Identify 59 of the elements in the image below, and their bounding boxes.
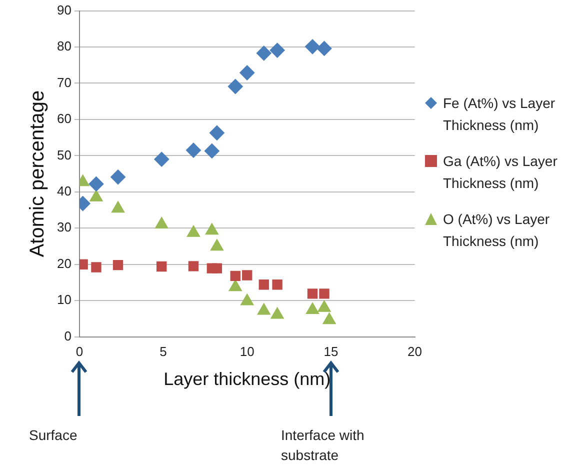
x-tick-label: 10 bbox=[240, 344, 254, 360]
y-tick-label: 60 bbox=[56, 111, 72, 126]
point bbox=[205, 223, 218, 235]
point bbox=[228, 280, 242, 292]
point bbox=[272, 280, 282, 290]
y-axis-title: Atomic percentage bbox=[26, 90, 49, 258]
point bbox=[319, 288, 330, 299]
point bbox=[212, 263, 222, 274]
point bbox=[186, 225, 200, 237]
x-tick-label: 15 bbox=[324, 344, 338, 360]
point bbox=[188, 261, 199, 272]
point bbox=[228, 79, 243, 94]
y-tick-label: 90 bbox=[56, 2, 72, 18]
point bbox=[306, 302, 320, 314]
point bbox=[91, 262, 102, 272]
point bbox=[322, 312, 336, 324]
point bbox=[270, 307, 284, 319]
point bbox=[258, 280, 269, 290]
point bbox=[318, 300, 331, 312]
point bbox=[240, 65, 255, 80]
y-tick-label: 50 bbox=[56, 147, 72, 162]
point bbox=[210, 239, 224, 251]
y-tick-label: 40 bbox=[56, 183, 72, 198]
x-axis-title: Layer thickness (nm) bbox=[164, 369, 331, 390]
point bbox=[111, 201, 125, 213]
point bbox=[257, 303, 270, 315]
point bbox=[305, 39, 320, 54]
y-tick-label: 0 bbox=[64, 328, 72, 344]
point bbox=[88, 176, 104, 192]
point bbox=[209, 125, 224, 140]
point bbox=[307, 288, 318, 299]
text: Surface bbox=[29, 426, 78, 445]
y-tick-label: 80 bbox=[56, 38, 72, 54]
x-tick-label: 0 bbox=[76, 344, 84, 360]
y-tick-label: 10 bbox=[56, 292, 72, 308]
point bbox=[156, 261, 167, 272]
point bbox=[204, 143, 220, 158]
point bbox=[154, 152, 170, 167]
x-tick-label: 20 bbox=[408, 344, 422, 360]
point bbox=[155, 217, 168, 229]
y-tick-label: 70 bbox=[56, 74, 72, 90]
point bbox=[242, 270, 252, 280]
x-tick-label: 5 bbox=[160, 344, 167, 360]
point bbox=[90, 190, 103, 202]
legend-label: Ga (At%) vs Layer Thickness (nm) bbox=[443, 153, 558, 191]
point bbox=[230, 270, 240, 282]
y-tick-label: 20 bbox=[56, 256, 72, 271]
point bbox=[256, 46, 272, 61]
point bbox=[112, 260, 124, 270]
point bbox=[270, 42, 285, 58]
legend-label: Fe (At%) vs Layer Thickness (nm) bbox=[443, 95, 556, 133]
point bbox=[240, 294, 254, 306]
point bbox=[186, 142, 201, 158]
y-tick-label: 30 bbox=[56, 220, 72, 235]
text: Interface with substrate bbox=[281, 426, 366, 465]
point bbox=[110, 170, 126, 185]
point bbox=[316, 40, 332, 56]
point bbox=[79, 259, 88, 270]
legend-label: O (At%) vs Layer Thickness (nm) bbox=[443, 211, 550, 249]
